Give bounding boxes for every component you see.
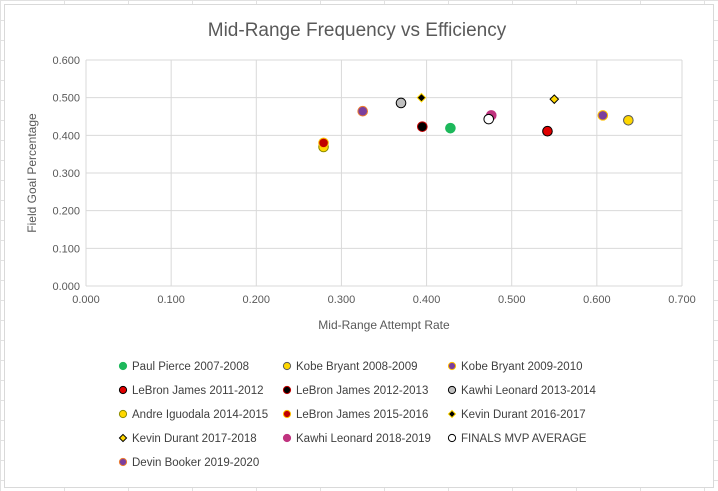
y-tick-label: 0.000 [52,281,80,293]
data-points [318,92,634,153]
x-tick-label: 0.300 [328,294,356,306]
y-axis-label: Field Goal Percentage [25,113,39,233]
y-tick-label: 0.100 [52,243,80,255]
legend-entry-label: Kobe Bryant 2009-2010 [461,361,582,373]
x-tick-label: 0.200 [243,294,271,306]
legend-marker [282,385,292,395]
legend-entry-label: Kawhi Leonard 2013-2014 [461,385,597,397]
point-kevin-durant-2017-2018[interactable] [549,94,560,105]
legend: Paul Pierce 2007-2008 Kobe Bryant 2008-20… [118,361,597,469]
scatter-chart: Mid-Range Frequency vs Efficiency 0.0000… [25,20,696,469]
legend-entry-label: Andre Iguodala 2014-2015 [132,409,268,421]
legend-entry-label: LeBron James 2012-2013 [296,385,428,397]
legend-entry-label: FINALS MVP AVERAGE [461,433,587,445]
point-lebron-james-2012-2013[interactable] [417,121,428,132]
point-paul-pierce-2007-2008[interactable] [445,122,456,134]
x-tick-label: 0.100 [157,294,185,306]
x-axis-label: Mid-Range Attempt Rate [318,318,450,332]
point-kawhi-leonard-2013-2014[interactable] [395,97,407,109]
gridlines [85,59,683,287]
legend-entry-label: LeBron James 2015-2016 [296,409,428,421]
y-tick-label: 0.200 [52,206,80,218]
legend-marker [118,361,128,371]
legend-marker [447,385,457,395]
x-tick-label: 0.400 [413,294,441,306]
chart-area[interactable]: Mid-Range Frequency vs Efficiency 0.000 0… [4,4,714,488]
point-lebron-james-2015-2016[interactable] [318,137,329,149]
point-kobe-bryant-2009-2010[interactable] [597,110,609,121]
legend-marker [118,457,128,467]
x-tick-label: 0.500 [498,294,526,306]
legend-marker [118,385,128,395]
point-kobe-bryant-2008-2009[interactable] [623,114,634,126]
legend-marker [447,433,457,443]
legend-entry-label: Kobe Bryant 2008-2009 [296,361,417,373]
point-kevin-durant-2016-2017[interactable] [416,92,427,103]
y-tick-label: 0.500 [52,93,80,105]
legend-marker [447,409,457,419]
y-tick-label: 0.300 [52,168,80,180]
legend-entry-label: Kevin Durant 2017-2018 [132,433,257,445]
point-lebron-james-2011-2012[interactable] [542,125,553,137]
x-tick-label: 0.000 [72,294,100,306]
y-axis-ticks: 0.000 0.100 0.200 0.300 0.400 0.500 0.600 [52,55,80,293]
point-devin-booker-2019-2020[interactable] [357,105,369,117]
legend-entry-label: Kawhi Leonard 2018-2019 [296,433,431,445]
legend-entry-label: Kevin Durant 2016-2017 [461,409,586,421]
legend-marker [282,361,292,371]
legend-marker [447,361,457,371]
x-axis-ticks: 0.000 0.100 0.200 0.300 0.400 0.500 0.600 0.700 [72,294,696,306]
chart-title: Mid-Range Frequency vs Efficiency [208,20,507,41]
legend-marker [282,433,292,443]
y-tick-label: 0.600 [52,55,80,67]
legend-marker [118,433,128,443]
x-tick-label: 0.600 [583,294,611,306]
x-tick-label: 0.700 [668,294,696,306]
point-finals-mvp-average[interactable] [483,113,495,125]
legend-marker [118,409,128,419]
legend-entry-label: LeBron James 2011-2012 [132,385,264,397]
legend-marker [282,409,292,419]
legend-entry-label: Paul Pierce 2007-2008 [132,361,249,373]
legend-entry-label: Devin Booker 2019-2020 [132,457,259,469]
y-tick-label: 0.400 [52,130,80,142]
